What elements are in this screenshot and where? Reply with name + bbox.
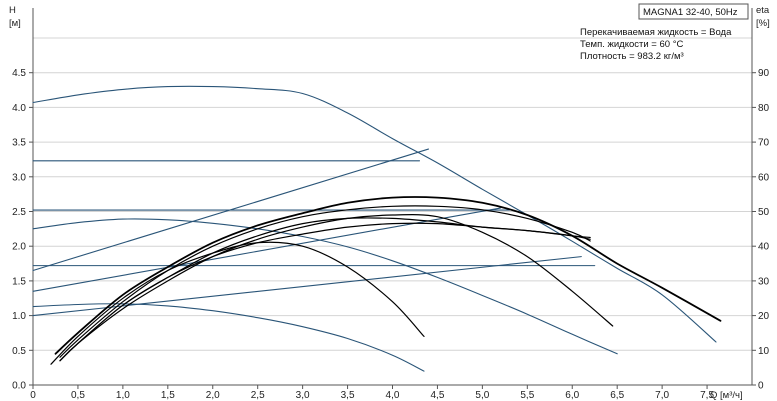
temperature-line: Темп. жидкости = 60 °C — [580, 39, 683, 50]
x-tick-label: 5,5 — [520, 390, 534, 401]
x-tick-label: 2,5 — [251, 390, 265, 401]
y-right-tick-label: 90 — [758, 68, 770, 79]
efficiency-curve — [54, 196, 722, 355]
x-axis-label: Q [м³/ч] — [710, 390, 743, 401]
y-right-tick-label: 0 — [758, 381, 764, 392]
head-curve — [32, 256, 582, 317]
density-line: Плотность = 983.2 кг/м³ — [580, 51, 684, 62]
y-right-tick-label: 50 — [758, 207, 770, 218]
x-tick-label: 5,0 — [475, 390, 489, 401]
head-curve — [32, 303, 425, 372]
y-right-axis-unit: [%] — [756, 18, 770, 29]
x-tick-label: 0 — [30, 390, 36, 401]
y-right-axis-name: eta — [756, 5, 770, 16]
y-left-tick-label: 2.0 — [12, 242, 26, 253]
efficiency-curve — [59, 205, 591, 358]
y-right-tick-label: 20 — [758, 311, 770, 322]
efficiency-curve — [59, 222, 591, 362]
y-right-tick-label: 70 — [758, 138, 770, 149]
x-tick-label: 7,5 — [700, 390, 714, 401]
title-box — [638, 3, 749, 20]
x-tick-label: 3,0 — [296, 390, 310, 401]
series-group — [32, 85, 722, 372]
efficiency-curve — [50, 241, 425, 365]
y-left-tick-label: 0.5 — [12, 346, 26, 357]
x-tick-label: 4,0 — [386, 390, 400, 401]
x-tick-label: 1,0 — [116, 390, 130, 401]
grid-lines — [33, 37, 752, 351]
x-tick-label: 4,5 — [430, 390, 444, 401]
head-curve — [32, 207, 501, 292]
x-tick-label: 1,5 — [161, 390, 175, 401]
x-tick-label: 0,5 — [71, 390, 85, 401]
y-left-tick-label: 0.0 — [12, 381, 26, 392]
y-right-tick-label: 40 — [758, 242, 770, 253]
x-tick-label: 6,5 — [610, 390, 624, 401]
y-right-tick-label: 30 — [758, 276, 770, 287]
y-left-tick-label: 1.0 — [12, 311, 26, 322]
axes — [29, 8, 756, 389]
tick-labels: 0.0 0.5 1.0 1.5 2.0 2.5 3.0 3.5 4.0 4.5 0 10 20 30 40 5… — [12, 68, 769, 401]
y-left-axis-unit: [м] — [9, 18, 21, 29]
x-tick-label: 2,0 — [206, 390, 220, 401]
y-left-axis-name: H — [9, 5, 16, 16]
y-left-tick-label: 3.5 — [12, 138, 26, 149]
head-curve — [32, 85, 717, 343]
x-tick-label: 3,5 — [341, 390, 355, 401]
head-curve — [32, 218, 618, 355]
y-right-tick-label: 80 — [758, 103, 770, 114]
y-left-tick-label: 4.5 — [12, 68, 26, 79]
medium-line: Перекачиваемая жидкость = Вода — [580, 27, 732, 38]
y-left-tick-label: 3.0 — [12, 172, 26, 183]
x-tick-label: 6,0 — [565, 390, 579, 401]
y-right-tick-label: 60 — [758, 172, 770, 183]
y-right-tick-label: 10 — [758, 346, 770, 357]
x-tick-label: 7,0 — [655, 390, 669, 401]
chart-title: MAGNA1 32-40, 50Hz — [643, 7, 738, 18]
y-left-tick-label: 4.0 — [12, 103, 26, 114]
efficiency-curve — [59, 214, 614, 362]
y-left-tick-label: 1.5 — [12, 276, 26, 287]
y-left-tick-label: 2.5 — [12, 207, 26, 218]
